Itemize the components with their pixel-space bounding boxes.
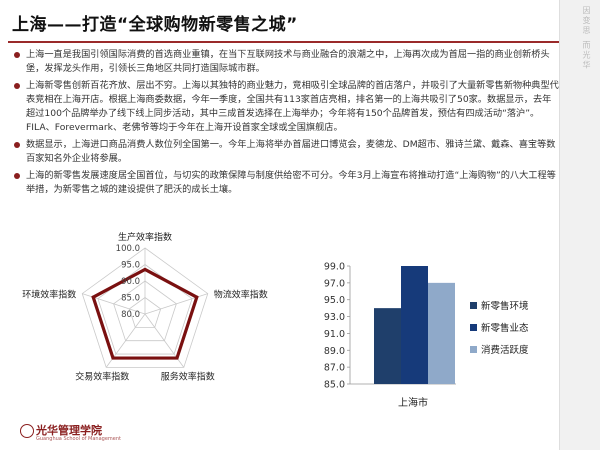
bullet-item: 上海的新零售发展速度居全国首位，与切实的政策保障与制度供给密不可分。今年3月上海… xyxy=(14,169,560,197)
bar-mark xyxy=(428,282,455,384)
radar-point xyxy=(91,295,95,299)
bullet-text: 上海一直是我国引领国际消费的首选商业重镇，在当下互联网技术与商业融合的浪潮之中，… xyxy=(26,49,550,74)
radar-grid-ring xyxy=(113,280,177,342)
bullet-item: 上海一直是我国引领国际消费的首选商业重镇，在当下互联网技术与商业融合的浪潮之中，… xyxy=(14,48,560,76)
bar-y-tick-label: 87.0 xyxy=(324,363,345,374)
sidebar-motto: 因变思 而光华 xyxy=(582,6,591,71)
radar-tick-label: 80.0 xyxy=(121,310,140,320)
bullet-dot-icon xyxy=(14,173,20,179)
radar-tick-label: 100.0 xyxy=(116,244,140,254)
legend-label: 新零售环境 xyxy=(481,300,529,312)
radar-point xyxy=(175,356,179,360)
legend-swatch xyxy=(470,324,477,331)
title-rule xyxy=(8,41,560,43)
radar-grid-ring xyxy=(81,247,209,368)
bullet-item: 上海新零售创新百花齐放、层出不穷。上海以其独特的商业魅力，竞相吸引全球品牌的首店… xyxy=(14,79,560,135)
footer-logo: 光华管理学院 xyxy=(36,424,102,437)
radar-axis-label: 物流效率指数 xyxy=(214,289,268,301)
bar-y-tick-label: 97.0 xyxy=(324,278,345,289)
radar-axis-label: 生产效率指数 xyxy=(118,232,172,243)
bullet-text: 上海新零售创新百花齐放、层出不穷。上海以其独特的商业魅力，竞相吸引全球品牌的首店… xyxy=(26,80,559,133)
bullet-dot-icon xyxy=(14,83,20,89)
bar-y-tick-label: 93.0 xyxy=(324,312,345,323)
bar-chart: 99.0 97.0 95.0 93.0 91.0 89.0 87.0 85.0 上海市 新零售环境… xyxy=(324,262,529,410)
radar-axis-label: 交易效率指数 xyxy=(75,370,129,382)
bar-y-tick-label: 95.0 xyxy=(324,295,345,306)
bar-y-tick-label: 91.0 xyxy=(324,329,345,340)
bullet-text: 数据显示，上海进口商品消费人数位列全国第一。今年上海将举办首届进口博览会，麦德龙… xyxy=(26,139,556,164)
bar-y-tick-label: 89.0 xyxy=(324,346,345,357)
radar-point xyxy=(195,295,199,299)
bar-y-tick-label: 85.0 xyxy=(324,380,345,391)
bullet-dot-icon xyxy=(14,52,20,58)
bar-y-tick-label: 99.0 xyxy=(324,262,345,273)
legend-swatch xyxy=(470,346,477,353)
radar-grid-ring xyxy=(97,264,193,355)
radar-tick-label: 95.0 xyxy=(121,261,140,271)
radar-tick-label: 90.0 xyxy=(121,277,140,287)
bullet-item: 数据显示，上海进口商品消费人数位列全国第一。今年上海将举办首届进口博览会，麦德龙… xyxy=(14,138,560,166)
footer-logo-subtitle: Guanghua School of Management xyxy=(36,436,121,442)
radar-tick-label: 85.0 xyxy=(121,294,140,304)
side-bar: 因变思 而光华 xyxy=(559,0,600,450)
radar-axis-label: 服务效率指数 xyxy=(161,370,215,382)
legend-label: 新零售业态 xyxy=(481,322,529,334)
bullet-dot-icon xyxy=(14,142,20,148)
legend-label: 消费活跃度 xyxy=(481,344,529,356)
radar-series-line xyxy=(91,267,199,360)
bullet-text: 上海的新零售发展速度居全国首位，与切实的政策保障与制度供给密不可分。今年3月上海… xyxy=(26,170,556,195)
bar-mark xyxy=(374,308,401,384)
radar-point xyxy=(143,267,147,271)
radar-axis-label: 环境效率指数 xyxy=(22,289,76,301)
radar-grid-ring xyxy=(128,297,162,328)
logo-seal-icon xyxy=(20,424,34,438)
slide-title: 上海——打造“全球购物新零售之城” xyxy=(12,15,298,35)
bar-mark xyxy=(401,266,428,384)
bullet-list: 上海一直是我国引领国际消费的首选商业重镇，在当下互联网技术与商业融合的浪潮之中，… xyxy=(14,48,560,200)
legend-swatch xyxy=(470,302,477,309)
bar-category-label: 上海市 xyxy=(398,396,428,409)
radar-point xyxy=(111,356,115,360)
